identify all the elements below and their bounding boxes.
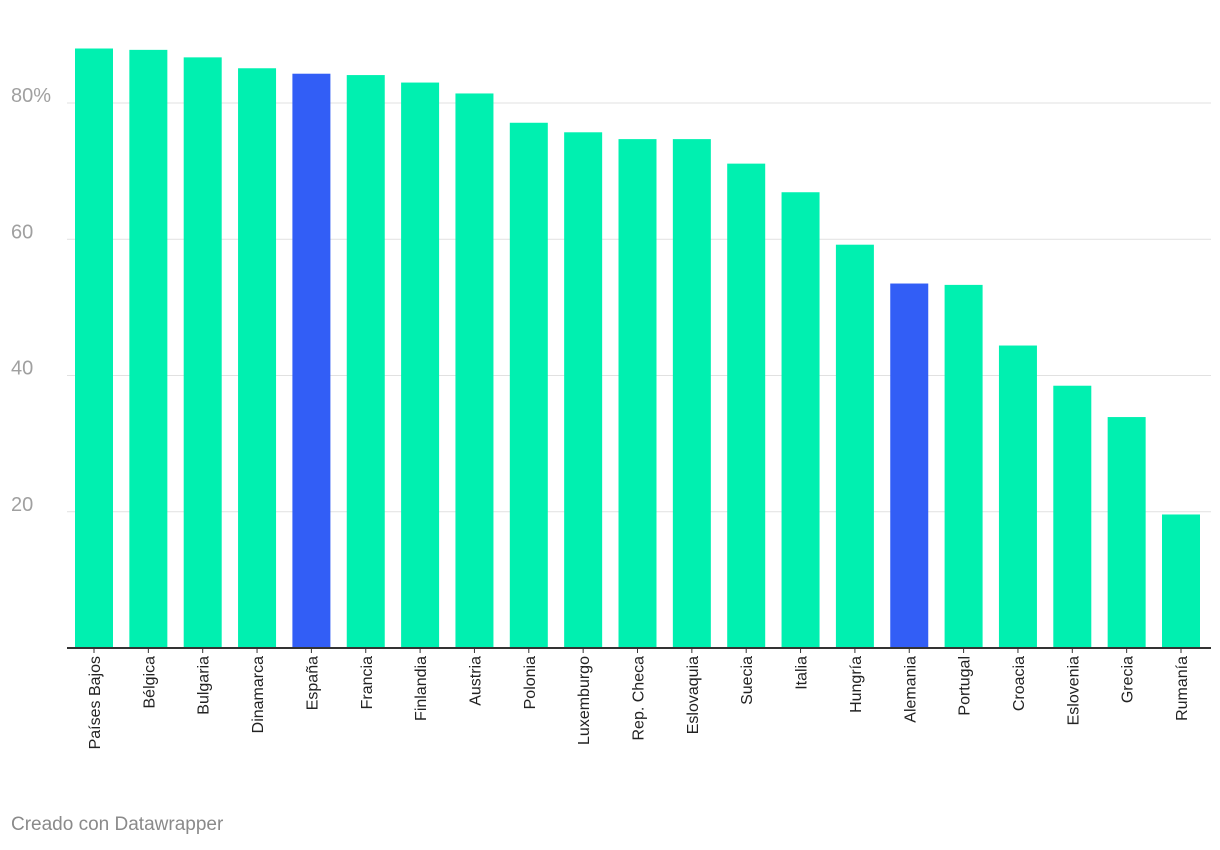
x-tick-label: Rep. Checa (631, 656, 648, 741)
x-tick-label: Bulgaria (196, 656, 213, 715)
bar (238, 68, 277, 648)
x-tick-label: Italia (794, 656, 811, 690)
y-axis-tick-labels: 20 40 60 80% (11, 85, 51, 516)
bar (564, 132, 603, 649)
x-tick-label: Polonia (522, 656, 539, 709)
x-tick-label: Grecia (1120, 656, 1137, 703)
bar (75, 48, 113, 648)
bar (401, 82, 440, 648)
x-axis-tick-labels: Países Bajos Bélgica Bulgaria Dinamarca Espa… (87, 648, 1191, 749)
bars (75, 48, 1200, 649)
x-tick-label: Dinamarca (250, 656, 267, 733)
y-tick-label: 40 (11, 358, 33, 380)
x-tick-label: Luxemburgo (576, 656, 593, 745)
bar (1107, 417, 1146, 648)
x-tick-label: Portugal (957, 656, 974, 716)
bar (781, 192, 820, 649)
bar (944, 284, 983, 648)
bar (672, 139, 711, 649)
x-tick-label: Finlandia (413, 656, 430, 721)
x-tick-label: Suecia (739, 656, 756, 705)
bar (455, 93, 494, 648)
y-tick-label: 60 (11, 221, 33, 243)
bar (890, 283, 929, 648)
x-tick-label: España (304, 656, 321, 710)
credit-text: Creado con Datawrapper (11, 814, 224, 835)
x-tick-label: Rumanía (1174, 656, 1191, 721)
bar (618, 139, 657, 649)
x-tick-label: Eslovenia (1065, 656, 1082, 725)
bar (1162, 514, 1200, 648)
x-tick-label: Croacia (1011, 656, 1028, 711)
bar (346, 75, 385, 648)
x-tick-label: Países Bajos (87, 656, 104, 749)
x-tick-label: Bélgica (141, 656, 158, 709)
bar (509, 122, 548, 648)
x-tick-label: Alemania (902, 656, 919, 723)
x-tick-label: Eslovaquia (685, 656, 702, 734)
x-tick-label: Austria (467, 656, 484, 706)
bar (292, 73, 331, 648)
bar (129, 49, 168, 649)
bar (727, 163, 766, 648)
x-tick-label: Hungría (848, 656, 865, 713)
bar (998, 345, 1037, 648)
bar-chart: 20 40 60 80% Países Bajos Bélgica Bulgaria Din… (11, 48, 1211, 749)
y-tick-label: 20 (11, 494, 33, 516)
bar (835, 244, 874, 648)
bar (1053, 385, 1092, 648)
bar (183, 57, 222, 649)
y-tick-label: 80% (11, 85, 51, 107)
x-tick-label: Francia (359, 656, 376, 709)
